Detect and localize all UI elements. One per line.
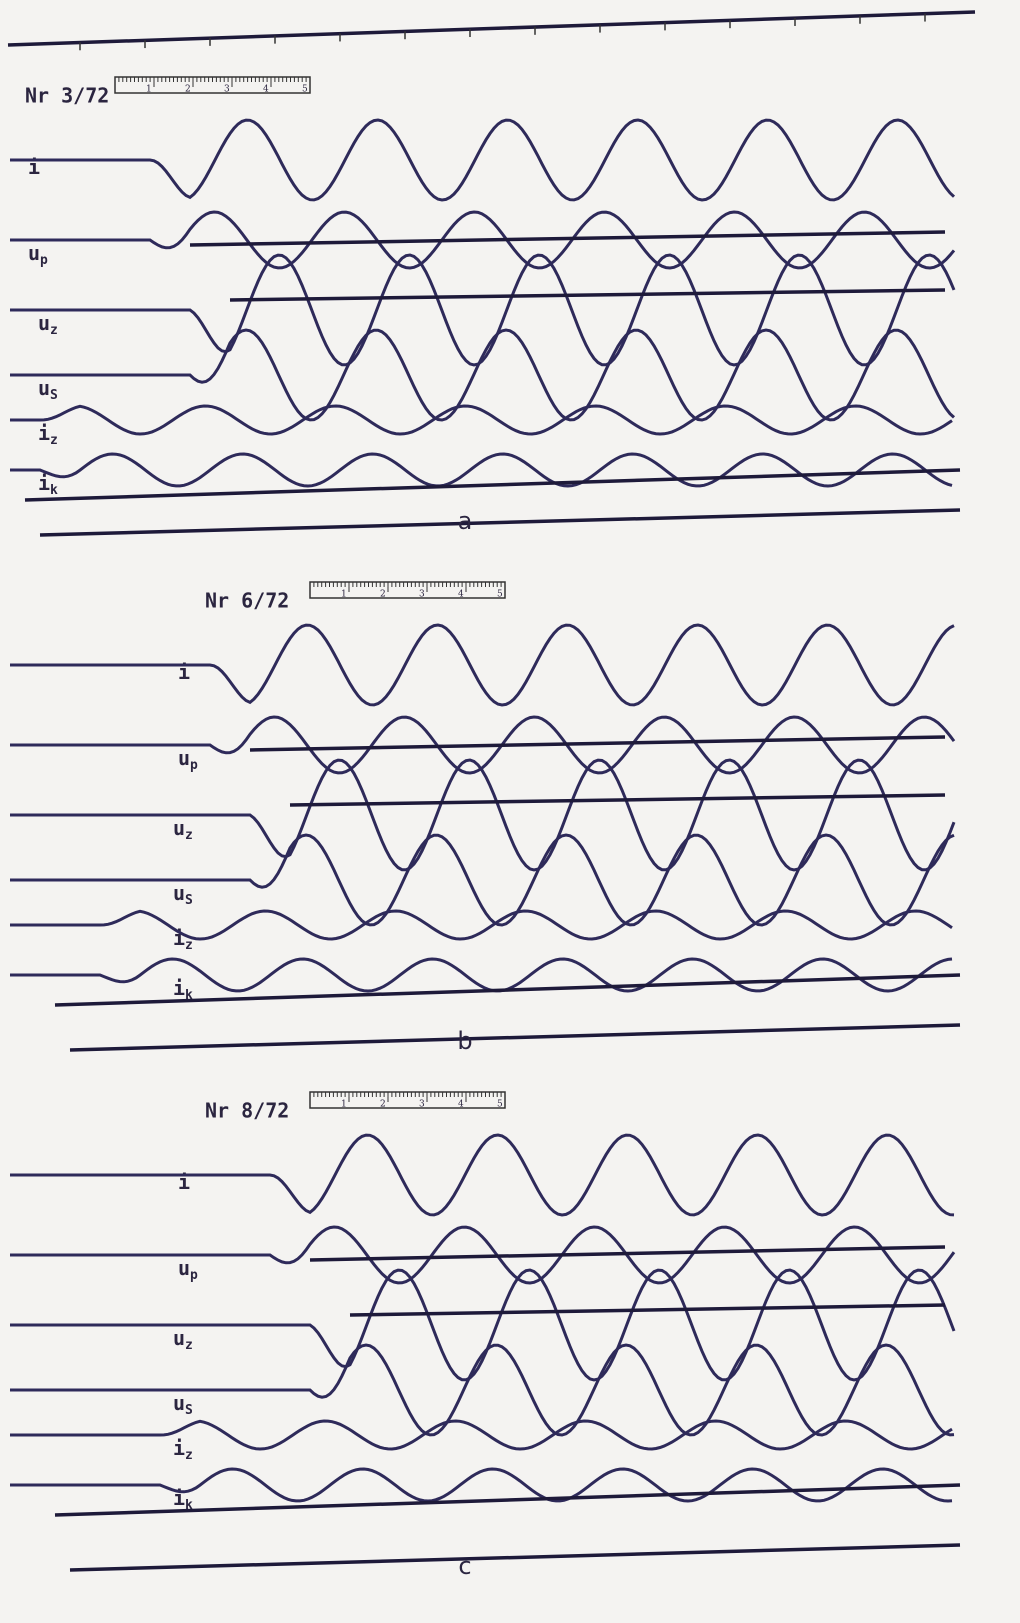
label-base: u <box>173 1391 185 1415</box>
panel-baseline <box>70 1025 960 1050</box>
ruler-label: 2 <box>380 590 386 600</box>
label-sub: z <box>50 323 58 338</box>
ruler-label: 2 <box>380 1100 386 1110</box>
trace-label: up <box>178 746 198 773</box>
waveform <box>10 1469 952 1501</box>
trace-baseline <box>350 1305 945 1315</box>
ruler-label: 4 <box>263 85 269 95</box>
label-sub: S <box>185 1403 193 1418</box>
label-base: i <box>178 1170 190 1194</box>
ruler-label: 3 <box>419 590 425 600</box>
trace-label: uz <box>173 1326 193 1353</box>
panel-caption: c <box>458 1552 471 1580</box>
label-base: i <box>173 976 185 1000</box>
waveform <box>10 406 952 434</box>
panel-id: Nr 8/72 <box>205 1099 289 1123</box>
panel-id: Nr 3/72 <box>25 84 109 108</box>
label-sub: z <box>185 1338 193 1353</box>
waveform <box>10 1135 954 1215</box>
trace-label: ik <box>173 976 193 1003</box>
trace-label: up <box>178 1256 198 1283</box>
trace-label: uS <box>173 881 193 908</box>
ruler-label: 4 <box>458 1100 464 1110</box>
label-sub: p <box>40 253 48 268</box>
panel-id: Nr 6/72 <box>205 589 289 613</box>
trace-label: iz <box>38 421 58 448</box>
label-sub: z <box>185 828 193 843</box>
trace-baseline <box>230 290 945 300</box>
ruler-label: 1 <box>146 85 152 95</box>
label-sub: p <box>190 1268 198 1283</box>
label-base: u <box>28 241 40 265</box>
waveform <box>10 120 954 200</box>
trace-label: iz <box>173 1436 193 1463</box>
ruler-label: 5 <box>302 85 308 95</box>
label-sub: z <box>50 433 58 448</box>
label-sub: z <box>185 938 193 953</box>
label-base: i <box>173 1436 185 1460</box>
trace-baseline <box>250 737 945 750</box>
panel-caption: b <box>457 1027 472 1055</box>
label-sub: z <box>185 1448 193 1463</box>
waveform <box>10 959 952 991</box>
panel-caption: a <box>458 507 473 535</box>
waveform <box>10 1270 954 1380</box>
trace-baseline <box>290 795 945 805</box>
label-base: i <box>28 155 40 179</box>
trace-label: uS <box>38 376 58 403</box>
ruler-label: 3 <box>224 85 230 95</box>
trace-label: uz <box>38 311 58 338</box>
ruler-label: 3 <box>419 1100 425 1110</box>
label-base: u <box>38 311 50 335</box>
label-base: i <box>178 660 190 684</box>
ruler-label: 2 <box>185 85 191 95</box>
label-base: i <box>38 421 50 445</box>
waveform <box>10 1421 952 1449</box>
label-base: u <box>178 1256 190 1280</box>
panel-baseline <box>40 510 960 535</box>
label-sub: p <box>190 758 198 773</box>
waveform <box>10 625 954 705</box>
label-base: u <box>178 746 190 770</box>
label-sub: S <box>185 893 193 908</box>
waveform <box>10 760 954 870</box>
ruler-label: 4 <box>458 590 464 600</box>
trace-label: uz <box>173 816 193 843</box>
timing-line <box>8 12 975 45</box>
ruler-label: 5 <box>497 590 503 600</box>
waveform <box>10 330 954 420</box>
trace-label: uS <box>173 1391 193 1418</box>
trace-label: up <box>28 241 48 268</box>
panel-baseline <box>70 1545 960 1570</box>
trace-label: i <box>178 1170 190 1194</box>
trace-label: i <box>28 155 40 179</box>
ruler-label: 5 <box>497 1100 503 1110</box>
trace-label: i <box>178 660 190 684</box>
ruler-label: 1 <box>341 1100 347 1110</box>
oscillogram-figure: Nr 3/7212345iupuzuSizikaNr 6/7212345iupu… <box>0 0 1020 1623</box>
label-base: u <box>173 816 185 840</box>
waveform <box>10 255 954 365</box>
label-base: u <box>173 881 185 905</box>
label-base: u <box>173 1326 185 1350</box>
label-base: u <box>38 376 50 400</box>
ruler-label: 1 <box>341 590 347 600</box>
waveform <box>10 911 952 939</box>
waveform <box>10 454 952 486</box>
label-sub: k <box>50 483 58 498</box>
label-sub: S <box>50 388 58 403</box>
